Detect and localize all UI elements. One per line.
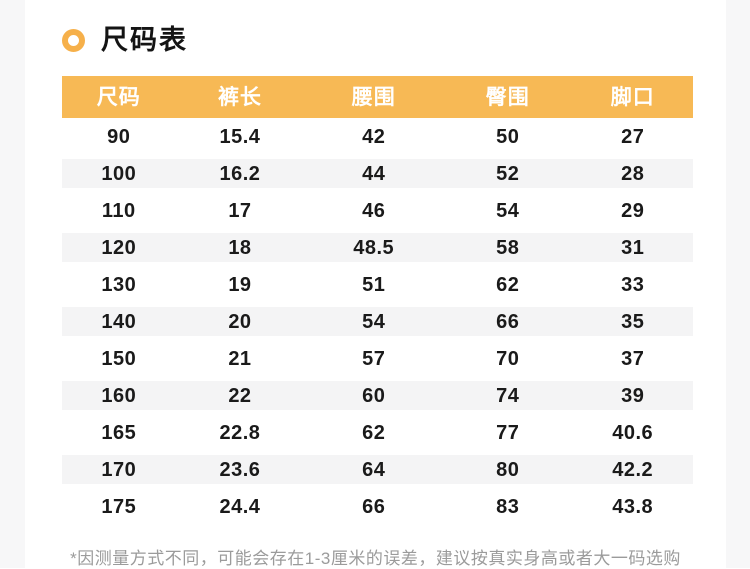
table-cell: 54 bbox=[362, 310, 386, 333]
table-header-row: 尺码 裤长 腰围 臀围 脚口 bbox=[62, 76, 693, 118]
table-row: 100 16.2 44 52 28 bbox=[62, 155, 693, 192]
table-cell: 21 bbox=[228, 347, 252, 370]
table-cell: 20 bbox=[228, 310, 252, 333]
table-cell: 80 bbox=[496, 458, 520, 481]
column-header: 裤长 bbox=[217, 85, 262, 109]
table-cell: 83 bbox=[496, 495, 520, 518]
table-cell: 120 bbox=[101, 236, 137, 259]
column-header: 臀围 bbox=[485, 85, 530, 109]
table-cell: 66 bbox=[496, 310, 520, 333]
table-cell: 23.6 bbox=[219, 458, 261, 481]
table-row: 140 20 54 66 35 bbox=[62, 303, 693, 340]
table-cell: 58 bbox=[496, 236, 520, 259]
column-header: 尺码 bbox=[96, 85, 141, 109]
table-cell: 57 bbox=[362, 347, 386, 370]
table-cell: 35 bbox=[621, 310, 645, 333]
table-cell: 160 bbox=[101, 384, 137, 407]
table-cell: 64 bbox=[362, 458, 386, 481]
table-cell: 50 bbox=[496, 125, 520, 148]
page-margin-right bbox=[726, 0, 750, 568]
measurement-disclaimer: *因测量方式不同，可能会存在1-3厘米的误差，建议按真实身高或者大一码选购 bbox=[70, 549, 681, 568]
column-header: 脚口 bbox=[610, 85, 655, 109]
table-cell: 54 bbox=[496, 199, 520, 222]
table-cell: 22 bbox=[228, 384, 252, 407]
table-row: 90 15.4 42 50 27 bbox=[62, 118, 693, 155]
table-cell: 62 bbox=[362, 421, 386, 444]
table-cell: 150 bbox=[101, 347, 137, 370]
table-row: 130 19 51 62 33 bbox=[62, 266, 693, 303]
table-cell: 33 bbox=[621, 273, 645, 296]
size-chart-section: 尺码表 尺码 裤长 腰围 臀围 脚口 90 15.4 42 50 27 100 16.2 44 52 28… bbox=[25, 0, 726, 568]
table-cell: 100 bbox=[101, 162, 137, 185]
column-header: 腰围 bbox=[351, 85, 396, 109]
table-cell: 90 bbox=[107, 125, 131, 148]
size-table: 尺码 裤长 腰围 臀围 脚口 90 15.4 42 50 27 100 16.2 44 52 28 110 1… bbox=[62, 76, 693, 525]
page-margin-left bbox=[0, 0, 25, 568]
table-row: 175 24.4 66 83 43.8 bbox=[62, 488, 693, 525]
table-cell: 42.2 bbox=[612, 458, 654, 481]
table-cell: 175 bbox=[101, 495, 137, 518]
table-cell: 60 bbox=[362, 384, 386, 407]
table-cell: 140 bbox=[101, 310, 137, 333]
table-cell: 48.5 bbox=[353, 236, 395, 259]
table-cell: 22.8 bbox=[219, 421, 261, 444]
table-cell: 40.6 bbox=[612, 421, 654, 444]
table-row: 120 18 48.5 58 31 bbox=[62, 229, 693, 266]
table-cell: 66 bbox=[362, 495, 386, 518]
table-cell: 15.4 bbox=[219, 125, 261, 148]
table-row: 160 22 60 74 39 bbox=[62, 377, 693, 414]
table-cell: 62 bbox=[496, 273, 520, 296]
table-cell: 17 bbox=[228, 199, 252, 222]
table-cell: 130 bbox=[101, 273, 137, 296]
table-cell: 74 bbox=[496, 384, 520, 407]
table-cell: 16.2 bbox=[219, 162, 261, 185]
table-cell: 52 bbox=[496, 162, 520, 185]
table-cell: 70 bbox=[496, 347, 520, 370]
table-cell: 39 bbox=[621, 384, 645, 407]
table-cell: 29 bbox=[621, 199, 645, 222]
section-title-row: 尺码表 bbox=[62, 24, 726, 55]
table-cell: 165 bbox=[101, 421, 137, 444]
table-cell: 170 bbox=[101, 458, 137, 481]
table-body: 90 15.4 42 50 27 100 16.2 44 52 28 110 17 46 54 29 120 1… bbox=[62, 118, 693, 525]
table-cell: 24.4 bbox=[219, 495, 261, 518]
table-cell: 77 bbox=[496, 421, 520, 444]
table-cell: 18 bbox=[228, 236, 252, 259]
table-cell: 51 bbox=[362, 273, 386, 296]
table-cell: 19 bbox=[228, 273, 252, 296]
table-row: 110 17 46 54 29 bbox=[62, 192, 693, 229]
table-row: 150 21 57 70 37 bbox=[62, 340, 693, 377]
table-cell: 46 bbox=[362, 199, 386, 222]
ring-icon bbox=[62, 28, 85, 52]
table-cell: 43.8 bbox=[612, 495, 654, 518]
table-cell: 44 bbox=[362, 162, 386, 185]
table-row: 165 22.8 62 77 40.6 bbox=[62, 414, 693, 451]
table-cell: 31 bbox=[621, 236, 645, 259]
table-cell: 37 bbox=[621, 347, 645, 370]
table-cell: 27 bbox=[621, 125, 645, 148]
table-cell: 42 bbox=[362, 125, 386, 148]
table-cell: 28 bbox=[621, 162, 645, 185]
table-cell: 110 bbox=[101, 199, 136, 222]
section-title: 尺码表 bbox=[101, 24, 188, 55]
table-row: 170 23.6 64 80 42.2 bbox=[62, 451, 693, 488]
